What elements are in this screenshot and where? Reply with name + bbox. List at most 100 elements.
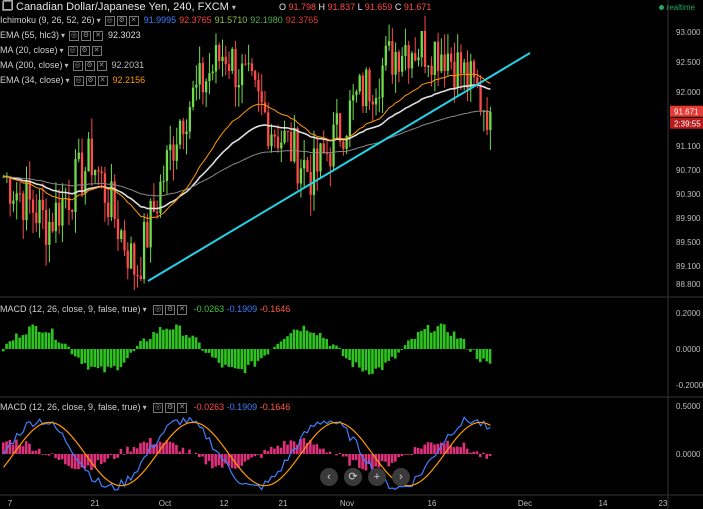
time-tick-label: 21 (91, 499, 100, 508)
settings-icon[interactable]: ⚙ (85, 75, 96, 86)
macd2-bar (351, 454, 355, 461)
eye-icon[interactable]: ◎ (153, 304, 164, 315)
candle-body (201, 63, 205, 93)
settings-icon[interactable]: ⚙ (165, 402, 176, 413)
candle-body (126, 250, 129, 269)
settings-icon[interactable]: ⚙ (165, 304, 176, 315)
macd2-bar (256, 454, 260, 455)
macd1-bar (429, 332, 433, 349)
caret-icon[interactable]: ▾ (142, 305, 147, 314)
macd1-bar (354, 349, 358, 363)
caret-icon[interactable]: ▾ (65, 76, 70, 85)
indicator-label[interactable]: EMA (55, hlc3) (0, 30, 60, 40)
close-icon[interactable]: ✕ (177, 402, 188, 413)
caret-icon[interactable]: ▾ (64, 61, 69, 70)
macd1-bar (54, 339, 57, 349)
macd2-bar (384, 454, 387, 462)
hide-button[interactable] (0, 0, 12, 11)
close-icon[interactable]: ✕ (97, 75, 108, 86)
candle-body (276, 136, 280, 149)
candle-body (136, 274, 139, 276)
macd2-label[interactable]: MACD (12, 26, close, 9, false, true) (0, 402, 141, 412)
indicator-label[interactable]: EMA (34, close) (0, 75, 64, 85)
candle-body (401, 55, 404, 72)
macd2-bar (145, 442, 149, 454)
macd1-bar (302, 325, 306, 349)
close-icon[interactable]: ✕ (93, 30, 104, 41)
candle-body (299, 168, 303, 184)
macd2-bar (240, 454, 244, 466)
macd2-bar (93, 454, 97, 468)
scroll-right-button[interactable]: › (392, 468, 410, 486)
macd-pane-2 (2, 416, 492, 491)
macd1-bar (70, 349, 74, 355)
candle-body (332, 124, 335, 167)
macd1-bar (361, 349, 364, 372)
settings-icon[interactable]: ⚙ (79, 45, 90, 56)
eye-icon[interactable]: ◎ (67, 45, 78, 56)
macd1-bar (250, 349, 253, 362)
macd1-bar (276, 343, 280, 349)
time-tick-label: Oct (159, 499, 172, 508)
settings-icon[interactable]: ⚙ (81, 30, 92, 41)
candle-body (267, 112, 270, 147)
indicator-label[interactable]: MA (200, close) (0, 60, 63, 70)
macd2-bar (482, 452, 485, 454)
macd2-bar (129, 451, 133, 454)
settings-icon[interactable]: ⚙ (116, 15, 127, 26)
scroll-left-button[interactable]: ‹ (320, 468, 338, 486)
eye-icon[interactable]: ◎ (73, 75, 84, 86)
eye-icon[interactable]: ◎ (104, 15, 115, 26)
macd1-bar (64, 343, 67, 349)
close-icon[interactable]: ✕ (91, 45, 102, 56)
zoom-in-button[interactable]: + (368, 468, 386, 486)
candle-body (286, 130, 289, 133)
macd1-bar (158, 327, 162, 349)
caret-icon[interactable]: ▾ (61, 31, 66, 40)
indicator-label[interactable]: MA (20, close) (0, 45, 58, 55)
caret-icon[interactable]: ▾ (59, 46, 64, 55)
indicator-label[interactable]: Ichimoku (9, 26, 52, 26) (0, 15, 95, 25)
macd1-bar (60, 343, 64, 349)
macd1-bar (341, 349, 345, 357)
macd1-bar (194, 337, 198, 349)
close-icon[interactable]: ✕ (177, 304, 188, 315)
candle-body (420, 31, 423, 58)
candle-body (387, 41, 391, 46)
trendline (147, 52, 531, 282)
eye-icon[interactable]: ◎ (72, 60, 83, 71)
candle-body (244, 63, 247, 65)
candle-body (38, 199, 41, 224)
settings-icon[interactable]: ⚙ (84, 60, 95, 71)
macd1-bar (86, 349, 90, 370)
ohlc-open-label: O (278, 2, 286, 12)
close-icon[interactable]: ✕ (128, 15, 139, 26)
caret-icon[interactable]: ▾ (142, 403, 147, 412)
macd2-bar (230, 454, 234, 469)
macd2-bar (374, 454, 378, 467)
countdown-label: 2:39:55 (674, 120, 701, 129)
macd1-label[interactable]: MACD (12, 26, close, 9, false, true) (0, 304, 141, 314)
title-caret-icon[interactable]: ▾ (231, 3, 236, 12)
candle-body (404, 45, 407, 56)
candle-body (133, 243, 136, 275)
candle-body (489, 111, 492, 131)
price-tick-label: 92.500 (676, 58, 701, 67)
candle-body (100, 171, 103, 174)
eye-icon[interactable]: ◎ (69, 30, 80, 41)
caret-icon[interactable]: ▾ (96, 16, 101, 25)
candle-body (365, 69, 368, 107)
reset-button[interactable]: ⟳ (344, 468, 362, 486)
time-tick-label: 16 (428, 499, 437, 508)
macd2-bar (341, 454, 345, 457)
eye-icon[interactable]: ◎ (153, 402, 164, 413)
candle-body (162, 180, 165, 182)
ohlc-high-label: H (318, 2, 326, 12)
macd2-bar (260, 454, 263, 458)
collapse-icon[interactable] (3, 0, 13, 10)
macd2-histogram (2, 438, 492, 471)
macd2-bar (328, 451, 332, 454)
close-icon[interactable]: ✕ (96, 60, 107, 71)
macd2-bar (31, 450, 35, 454)
macd2-bar (263, 449, 266, 454)
